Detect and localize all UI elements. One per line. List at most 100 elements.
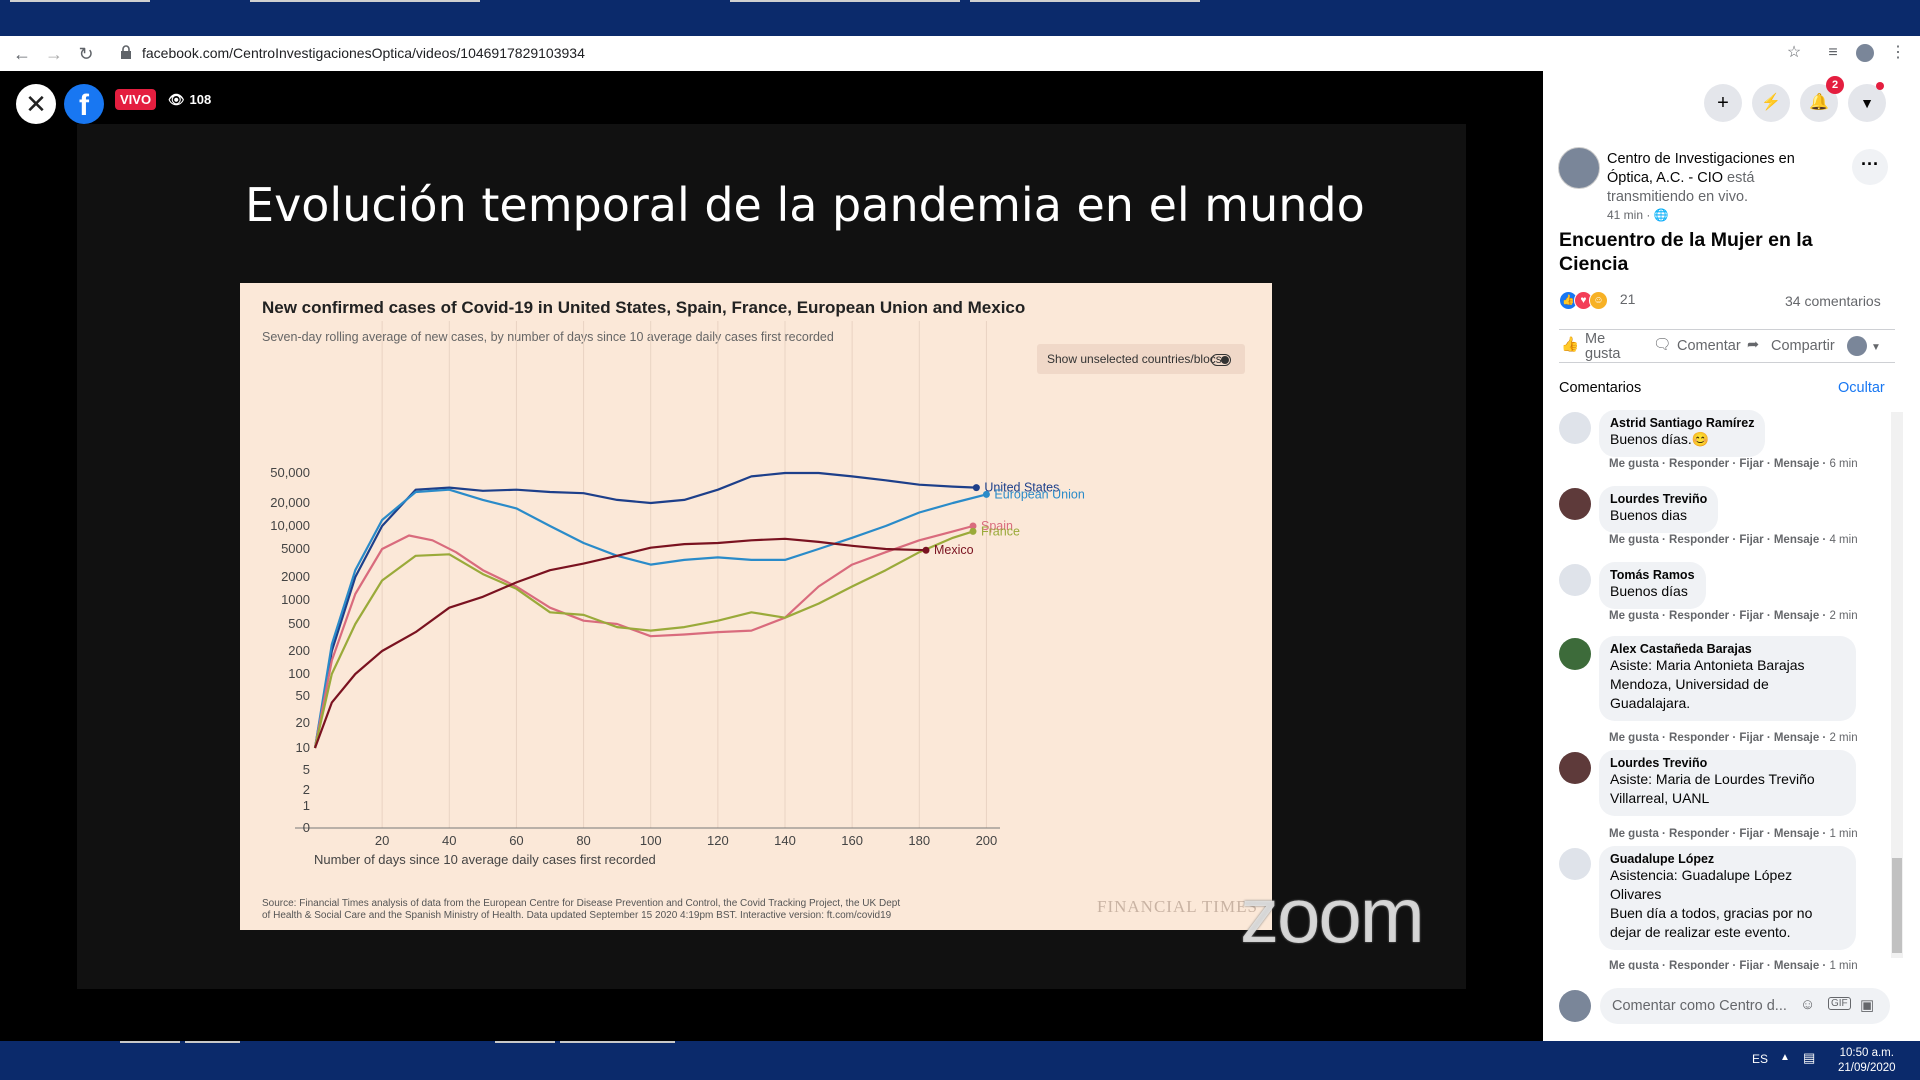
- comment-bubble: Lourdes Treviño Asiste: Maria de Lourdes …: [1599, 750, 1856, 816]
- url-text[interactable]: facebook.com/CentroInvestigacionesOptica…: [142, 45, 585, 61]
- series-line: [313, 530, 974, 749]
- unselected-toggle[interactable]: Show unselected countries/blocs: [1037, 344, 1245, 374]
- comment-text: Buenos dias: [1610, 507, 1688, 523]
- commenter-avatar[interactable]: [1559, 848, 1591, 880]
- comment-bubble: Alex Castañeda Barajas Asiste: Maria Anto…: [1599, 636, 1856, 721]
- comment-text: Asiste: Maria de Lourdes Treviño Villarr…: [1610, 771, 1815, 806]
- commenter-avatar[interactable]: [1559, 412, 1591, 444]
- taskbar-strip: [620, 1041, 675, 1043]
- y-tick-label: 2000: [281, 569, 310, 584]
- comment-actions[interactable]: Me gusta · Responder · Fijar · Mensaje ·…: [1609, 534, 1858, 546]
- commenter-avatar[interactable]: [1559, 638, 1591, 670]
- toggle-label: Show unselected countries/blocs: [1047, 352, 1222, 366]
- comment-actions-links[interactable]: Me gusta · Responder · Fijar · Mensaje ·: [1609, 960, 1830, 970]
- taskbar-strip: [560, 1041, 620, 1043]
- series-line: [313, 471, 977, 749]
- x-tick-label: 100: [640, 833, 662, 848]
- y-tick-label: 20,000: [270, 495, 310, 510]
- commenter-name[interactable]: Guadalupe López: [1610, 852, 1715, 866]
- language-indicator[interactable]: ES: [1752, 1052, 1769, 1066]
- commenter-name[interactable]: Lourdes Treviño: [1610, 492, 1708, 506]
- media-queue-icon[interactable]: ≡: [1828, 44, 1838, 61]
- clock-time: 10:50 a.m.: [1839, 1047, 1894, 1059]
- star-icon[interactable]: ☆: [1786, 44, 1802, 61]
- y-tick-label: 200: [288, 643, 310, 658]
- close-icon[interactable]: ✕: [16, 84, 56, 124]
- y-tick-label: 5000: [281, 541, 310, 556]
- title-strip: [10, 0, 150, 2]
- comments-list: Astrid Santiago Ramírez Buenos días.😊 Me …: [1559, 410, 1889, 970]
- reload-icon[interactable]: ↻: [78, 44, 94, 64]
- account-menu-icon[interactable]: ▼: [1848, 84, 1886, 122]
- x-tick-label: 20: [375, 833, 389, 848]
- chart-subtitle: Seven-day rolling average of new cases, …: [262, 330, 834, 344]
- y-tick-label: 2: [303, 782, 310, 797]
- page-avatar[interactable]: [1558, 147, 1600, 189]
- commenter-name[interactable]: Alex Castañeda Barajas: [1610, 642, 1752, 656]
- series-end-point: [969, 527, 977, 535]
- post-actions: 👍 Me gusta 🗨 Comentar ➦ Compartir ▼: [1559, 329, 1895, 363]
- comment-time: 1 min: [1829, 960, 1858, 970]
- more-options-icon[interactable]: ···: [1852, 149, 1888, 185]
- sticker-icon[interactable]: ▣: [1860, 997, 1875, 1014]
- commenter-name[interactable]: Lourdes Treviño: [1610, 756, 1708, 770]
- emoji-icon[interactable]: ☺: [1800, 996, 1816, 1013]
- ft-credit: FINANCIAL TIMES: [1097, 897, 1258, 916]
- lock-icon: [121, 45, 131, 59]
- commenter-name[interactable]: Tomás Ramos: [1610, 568, 1695, 582]
- tray-up-icon[interactable]: ▲: [1780, 1052, 1790, 1063]
- page-name-link[interactable]: Centro de Investigaciones en Óptica, A.C…: [1607, 151, 1795, 186]
- comment-actions[interactable]: Me gusta · Responder · Fijar · Mensaje ·…: [1609, 732, 1858, 744]
- comment-actions[interactable]: Me gusta · Responder · Fijar · Mensaje ·…: [1609, 828, 1858, 840]
- commenter-avatar[interactable]: [1559, 752, 1591, 784]
- title-strip: [970, 0, 1200, 2]
- hide-comments-link[interactable]: Ocultar: [1838, 380, 1885, 396]
- share-button[interactable]: Compartir: [1771, 338, 1835, 354]
- network-icon[interactable]: ▤: [1803, 1050, 1816, 1065]
- comment-count[interactable]: 34 comentarios: [1785, 293, 1881, 309]
- clock[interactable]: 10:50 a.m. 21/09/2020: [1838, 1046, 1896, 1076]
- reactions-count: 21: [1619, 291, 1636, 308]
- share-icon: ➦: [1747, 337, 1760, 353]
- clock-date: 21/09/2020: [1838, 1062, 1896, 1074]
- commenter-avatar[interactable]: [1559, 564, 1591, 596]
- comment-actions-links[interactable]: Me gusta · Responder · Fijar · Mensaje ·: [1609, 458, 1830, 470]
- messenger-icon[interactable]: ⚡: [1752, 84, 1790, 122]
- live-badge: VIVO: [115, 89, 157, 110]
- comment-actions-links[interactable]: Me gusta · Responder · Fijar · Mensaje ·: [1609, 534, 1830, 546]
- comment-actions[interactable]: Me gusta · Responder · Fijar · Mensaje ·…: [1609, 610, 1858, 622]
- menu-dots-icon[interactable]: ⋮: [1890, 44, 1906, 61]
- comment-input[interactable]: Comentar como Centro d...: [1600, 988, 1890, 1024]
- comment-actions-links[interactable]: Me gusta · Responder · Fijar · Mensaje ·: [1609, 732, 1830, 744]
- title-bar: [0, 0, 1920, 36]
- y-tick-label: 10,000: [270, 518, 310, 533]
- comment-time: 2 min: [1829, 732, 1858, 744]
- y-tick-label: 50,000: [270, 465, 310, 480]
- y-tick-label: 50: [296, 688, 310, 703]
- comment-bubble: Tomás Ramos Buenos días: [1599, 562, 1706, 609]
- comment-text: Asistencia: Guadalupe López Olivares Bue…: [1610, 867, 1813, 940]
- profile-avatar-icon[interactable]: [1856, 44, 1874, 62]
- commenter-avatar[interactable]: [1559, 488, 1591, 520]
- gif-icon[interactable]: GIF: [1828, 997, 1851, 1010]
- like-button[interactable]: Me gusta: [1585, 331, 1621, 362]
- y-tick-label: 100: [288, 666, 310, 681]
- comments-scrollbar[interactable]: [1891, 412, 1903, 958]
- comment-actions[interactable]: Me gusta · Responder · Fijar · Mensaje ·…: [1609, 960, 1858, 970]
- x-tick-label: 200: [976, 833, 998, 848]
- comment-actions-links[interactable]: Me gusta · Responder · Fijar · Mensaje ·: [1609, 828, 1830, 840]
- y-tick-label: 5: [303, 762, 310, 777]
- share-avatar[interactable]: [1847, 336, 1867, 356]
- comment-actions-links[interactable]: Me gusta · Responder · Fijar · Mensaje ·: [1609, 610, 1830, 622]
- series-end-point: [922, 546, 930, 554]
- create-icon[interactable]: +: [1704, 84, 1742, 122]
- commenter-name[interactable]: Astrid Santiago Ramírez: [1610, 416, 1755, 430]
- comment-button[interactable]: Comentar: [1677, 338, 1741, 354]
- forward-arrow-icon[interactable]: →: [45, 44, 63, 64]
- back-arrow-icon[interactable]: ←: [13, 44, 31, 64]
- facebook-logo-icon[interactable]: f: [64, 84, 104, 124]
- comment-actions[interactable]: Me gusta · Responder · Fijar · Mensaje ·…: [1609, 458, 1858, 470]
- chevron-down-icon[interactable]: ▼: [1871, 342, 1881, 353]
- reactions[interactable]: 👍 ♥ ☺ 21: [1559, 291, 1635, 310]
- scrollbar-thumb[interactable]: [1892, 858, 1902, 953]
